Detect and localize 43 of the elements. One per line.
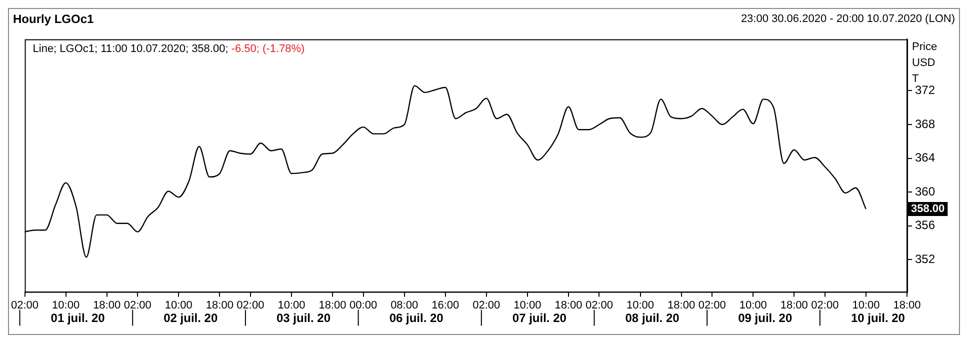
text: 09 juil. 20 [738, 311, 792, 326]
text: 07 juil. 20 [512, 311, 567, 326]
x-tick-label: 18:00 [318, 299, 346, 312]
x-tick-label: 16:00 [432, 299, 460, 312]
x-tick-label: 02:00 [811, 299, 839, 312]
x-tick-label: 18:00 [893, 299, 921, 312]
x-tick-label: 10:00 [278, 299, 306, 312]
text: 06 juil. 20 [389, 311, 444, 326]
x-tick-label: 10:00 [514, 299, 542, 312]
y-tick-label: 364 [915, 150, 936, 165]
x-tick-label: 02:00 [472, 299, 500, 312]
x-tick-label: 18:00 [93, 299, 121, 312]
x-tick-label: 18:00 [668, 299, 696, 312]
text: 02 juil. 20 [164, 311, 218, 326]
x-tick-label: 02:00 [585, 299, 614, 312]
x-tick-label: 10:00 [739, 299, 767, 312]
x-tick-label: 02:00 [124, 299, 152, 312]
x-tick-label: 10:00 [852, 299, 880, 312]
x-tick-label: 18:00 [206, 299, 234, 312]
x-tick-label: 18:00 [554, 299, 582, 312]
chart-subtitle: Line; LGOc1; 11:00 10.07.2020; 358.00; -6.50; (-1.78%) [32, 43, 305, 56]
text: 03 juil. 20 [276, 311, 331, 326]
x-tick-label: 10:00 [626, 299, 654, 312]
x-tick-label: 00:00 [350, 299, 378, 312]
text: 23:00 30.06.2020 - 20:00 10.07.2020 (LON) [740, 13, 955, 25]
x-tick-label: 10:00 [52, 299, 80, 312]
x-tick-label: 02:00 [11, 299, 39, 312]
x-tick-label: 02:00 [236, 299, 264, 312]
chart-title: Hourly LGOc1 [13, 12, 94, 26]
annotation: 358.00 [911, 203, 945, 216]
text: 01 juil. 20 [50, 311, 106, 326]
x-tick-label: 18:00 [780, 299, 808, 312]
y-tick-label: 360 [915, 184, 936, 198]
y-tick-label: 372 [915, 83, 936, 98]
x-tick-label: 10:00 [164, 299, 192, 312]
text: 10 juil. 20 [850, 311, 906, 326]
y-axis-title: Price USD T [912, 41, 938, 86]
x-tick-label: 02:00 [698, 299, 726, 312]
y-tick-label: 368 [915, 116, 936, 131]
y-tick-label: 352 [915, 252, 936, 266]
text: 08 juil. 20 [625, 311, 680, 326]
x-tick-label: 08:00 [390, 299, 418, 312]
y-tick-label: 356 [915, 218, 936, 232]
